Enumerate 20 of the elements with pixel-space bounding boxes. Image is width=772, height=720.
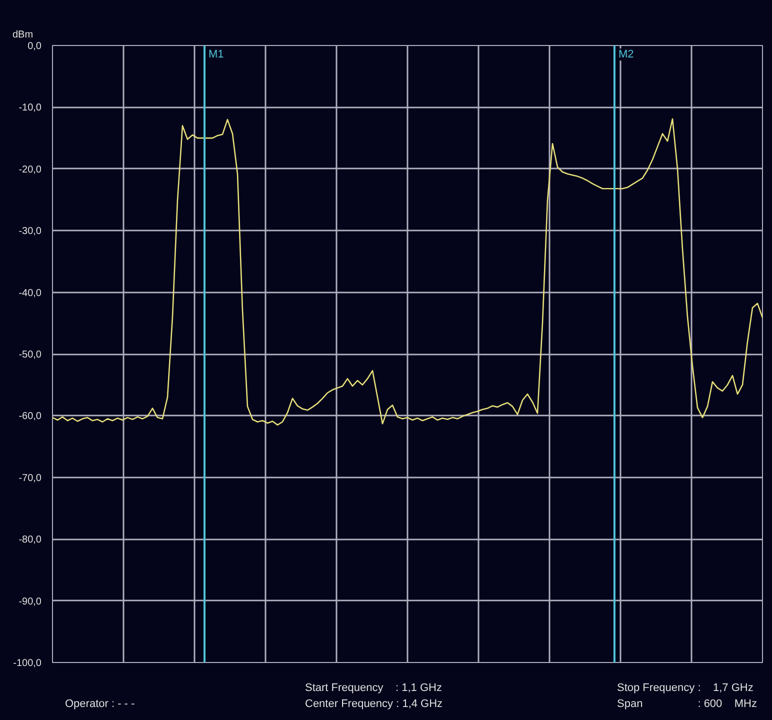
- y-tick-label: -40,0: [18, 288, 42, 299]
- y-tick-label: 0,0: [28, 41, 42, 52]
- y-tick-label: -60,0: [18, 411, 42, 422]
- y-tick-label: -100,0: [13, 658, 42, 669]
- y-tick-label: -30,0: [18, 226, 42, 238]
- line-series: [52, 118, 762, 426]
- y-tick-label: -20,0: [18, 164, 42, 176]
- text: Stop Frequency : 1,7 GHz: [617, 681, 754, 696]
- annotation: M2: [618, 48, 634, 60]
- y-tick-label: -10,0: [18, 102, 42, 114]
- y-tick-label: -50,0: [18, 350, 42, 360]
- annotation: M1: [208, 48, 224, 60]
- y-tick-label: -70,0: [18, 472, 42, 484]
- y-axis-title: dBm: [12, 30, 34, 40]
- text: Operator : - - -: [65, 697, 135, 712]
- y-tick-label: -90,0: [18, 596, 42, 608]
- text: Center Frequency : 1,4 GHz: [305, 697, 443, 712]
- y-tick-label: -80,0: [18, 534, 42, 546]
- text: Start Frequency : 1,1 GHz: [305, 681, 442, 696]
- text: Span : 600 MHz: [617, 697, 757, 712]
